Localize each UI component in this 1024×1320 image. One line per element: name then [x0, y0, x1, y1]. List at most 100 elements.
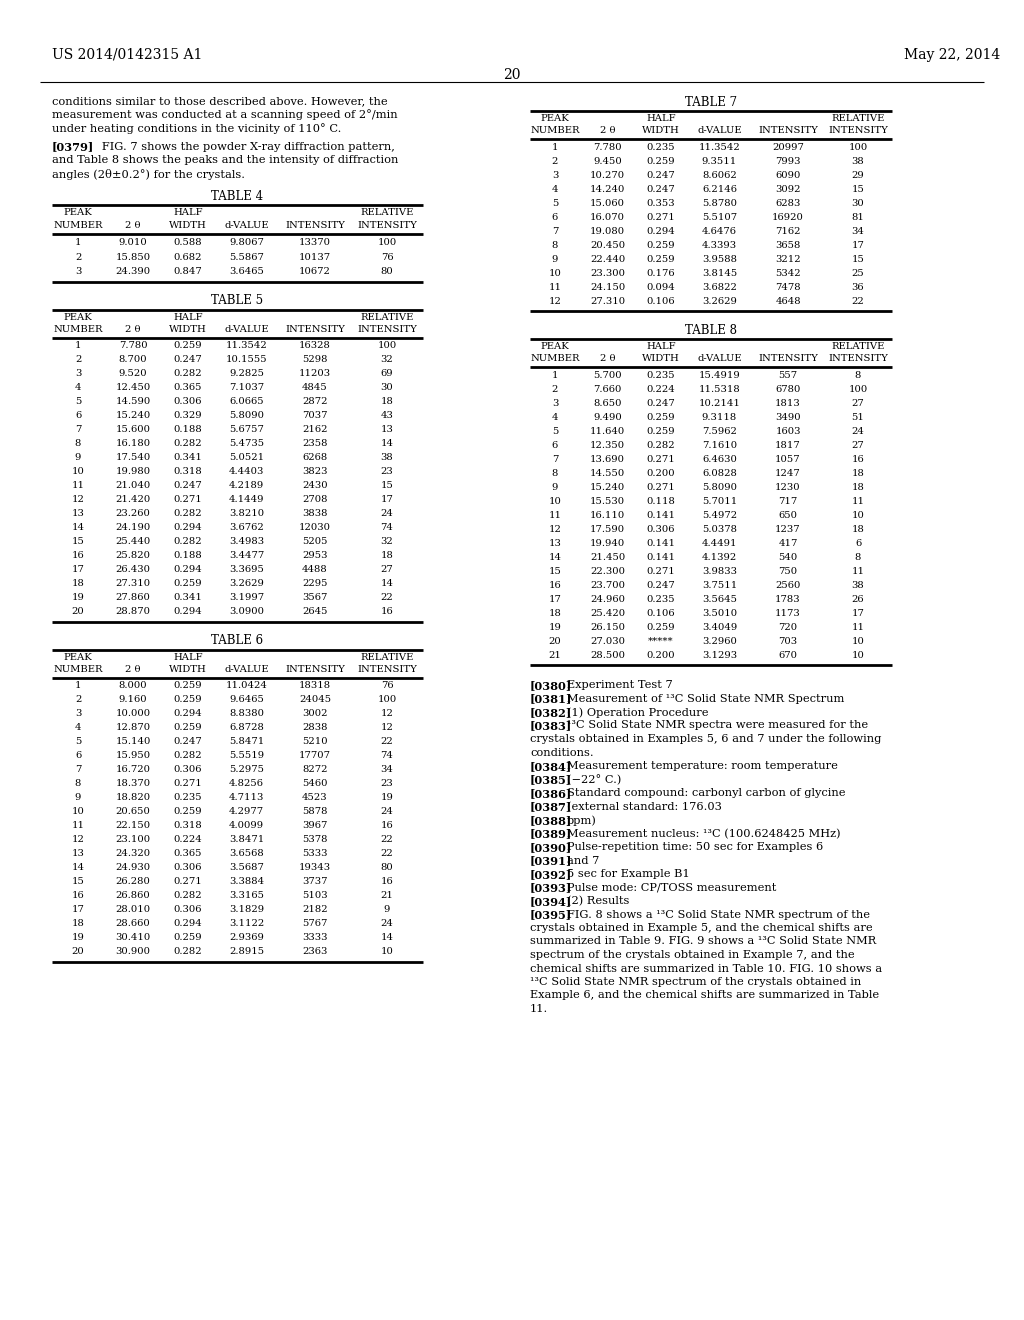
Text: [0380]: [0380] [530, 680, 572, 690]
Text: 10: 10 [852, 511, 864, 520]
Text: 2358: 2358 [302, 440, 328, 449]
Text: 10: 10 [381, 948, 393, 957]
Text: 14: 14 [381, 933, 393, 942]
Text: 30.410: 30.410 [116, 933, 151, 942]
Text: 6.2146: 6.2146 [702, 185, 737, 194]
Text: 0.306: 0.306 [174, 863, 203, 873]
Text: 9: 9 [552, 483, 558, 492]
Text: 3.3884: 3.3884 [229, 878, 264, 887]
Text: 25.820: 25.820 [116, 552, 151, 561]
Text: INTENSITY: INTENSITY [285, 325, 345, 334]
Text: 3.7511: 3.7511 [701, 581, 737, 590]
Text: PEAK: PEAK [63, 652, 92, 661]
Text: [0392]: [0392] [530, 869, 572, 880]
Text: 17: 17 [549, 595, 561, 605]
Text: 21.420: 21.420 [116, 495, 151, 504]
Text: 4648: 4648 [775, 297, 801, 306]
Text: 10: 10 [72, 808, 84, 817]
Text: Example 6, and the chemical shifts are summarized in Table: Example 6, and the chemical shifts are s… [530, 990, 880, 1001]
Text: 26.430: 26.430 [116, 565, 151, 574]
Text: 10: 10 [549, 269, 561, 279]
Text: 2 θ: 2 θ [125, 220, 140, 230]
Text: 4: 4 [552, 185, 558, 194]
Text: 9: 9 [75, 793, 81, 803]
Text: 0.271: 0.271 [174, 878, 203, 887]
Text: 24: 24 [381, 920, 393, 928]
Text: 0.318: 0.318 [174, 467, 203, 477]
Text: 1: 1 [552, 143, 558, 152]
Text: 5: 5 [75, 397, 81, 407]
Text: 14: 14 [72, 524, 85, 532]
Text: 0.247: 0.247 [646, 172, 676, 180]
Text: 20.650: 20.650 [116, 808, 151, 817]
Text: 38: 38 [381, 454, 393, 462]
Text: angles (2θ±0.2°) for the crystals.: angles (2θ±0.2°) for the crystals. [52, 169, 245, 180]
Text: 12: 12 [381, 723, 393, 733]
Text: [0381]: [0381] [530, 693, 572, 705]
Text: 11: 11 [852, 568, 864, 576]
Text: HALF: HALF [646, 342, 676, 351]
Text: 0.247: 0.247 [174, 355, 203, 364]
Text: 10.000: 10.000 [116, 710, 151, 718]
Text: 4.3393: 4.3393 [701, 242, 737, 249]
Text: INTENSITY: INTENSITY [357, 220, 417, 230]
Text: 26.860: 26.860 [116, 891, 151, 900]
Text: 6: 6 [75, 751, 81, 760]
Text: 100: 100 [378, 238, 396, 247]
Text: 17: 17 [72, 906, 84, 915]
Text: 5.4735: 5.4735 [229, 440, 264, 449]
Text: 12: 12 [549, 297, 561, 306]
Text: 18: 18 [381, 552, 393, 561]
Text: 28.870: 28.870 [116, 607, 151, 616]
Text: 8: 8 [75, 780, 81, 788]
Text: 5: 5 [552, 426, 558, 436]
Text: 18: 18 [852, 483, 864, 492]
Text: 4: 4 [552, 413, 558, 422]
Text: 0.318: 0.318 [174, 821, 203, 830]
Text: 11: 11 [852, 498, 864, 506]
Text: 0.282: 0.282 [174, 510, 203, 519]
Text: 3.2960: 3.2960 [702, 638, 737, 645]
Text: 23: 23 [381, 467, 393, 477]
Text: 15: 15 [549, 568, 561, 576]
Text: 2.9369: 2.9369 [229, 933, 264, 942]
Text: 76: 76 [381, 681, 393, 690]
Text: 0.294: 0.294 [174, 607, 203, 616]
Text: 6283: 6283 [775, 199, 801, 209]
Text: 4.8256: 4.8256 [229, 780, 264, 788]
Text: 10: 10 [549, 498, 561, 506]
Text: 25.440: 25.440 [116, 537, 151, 546]
Text: 23.300: 23.300 [590, 269, 625, 279]
Text: 16.180: 16.180 [116, 440, 151, 449]
Text: 0.247: 0.247 [646, 581, 676, 590]
Text: 0.235: 0.235 [647, 371, 675, 380]
Text: 0.294: 0.294 [174, 565, 203, 574]
Text: NUMBER: NUMBER [53, 220, 102, 230]
Text: 100: 100 [848, 143, 867, 152]
Text: 12.350: 12.350 [590, 441, 625, 450]
Text: 5342: 5342 [775, 269, 801, 279]
Text: 0.247: 0.247 [174, 482, 203, 491]
Text: 0.271: 0.271 [174, 780, 203, 788]
Text: 0.294: 0.294 [646, 227, 676, 236]
Text: 27: 27 [381, 565, 393, 574]
Text: 22.150: 22.150 [116, 821, 151, 830]
Text: 7.1610: 7.1610 [701, 441, 737, 450]
Text: 14.240: 14.240 [590, 185, 626, 194]
Text: 3.8210: 3.8210 [229, 510, 264, 519]
Text: 3490: 3490 [775, 413, 801, 422]
Text: 6: 6 [855, 539, 861, 548]
Text: 13: 13 [549, 539, 561, 548]
Text: INTENSITY: INTENSITY [758, 354, 818, 363]
Text: 0.294: 0.294 [174, 524, 203, 532]
Text: 8: 8 [552, 469, 558, 478]
Text: 5.8471: 5.8471 [229, 738, 264, 747]
Text: 0.224: 0.224 [646, 385, 676, 393]
Text: 1: 1 [75, 342, 81, 351]
Text: 100: 100 [378, 696, 396, 705]
Text: 3737: 3737 [302, 878, 328, 887]
Text: d-VALUE: d-VALUE [697, 125, 741, 135]
Text: 3212: 3212 [775, 255, 801, 264]
Text: 15.140: 15.140 [116, 738, 151, 747]
Text: [0388]: [0388] [530, 814, 572, 826]
